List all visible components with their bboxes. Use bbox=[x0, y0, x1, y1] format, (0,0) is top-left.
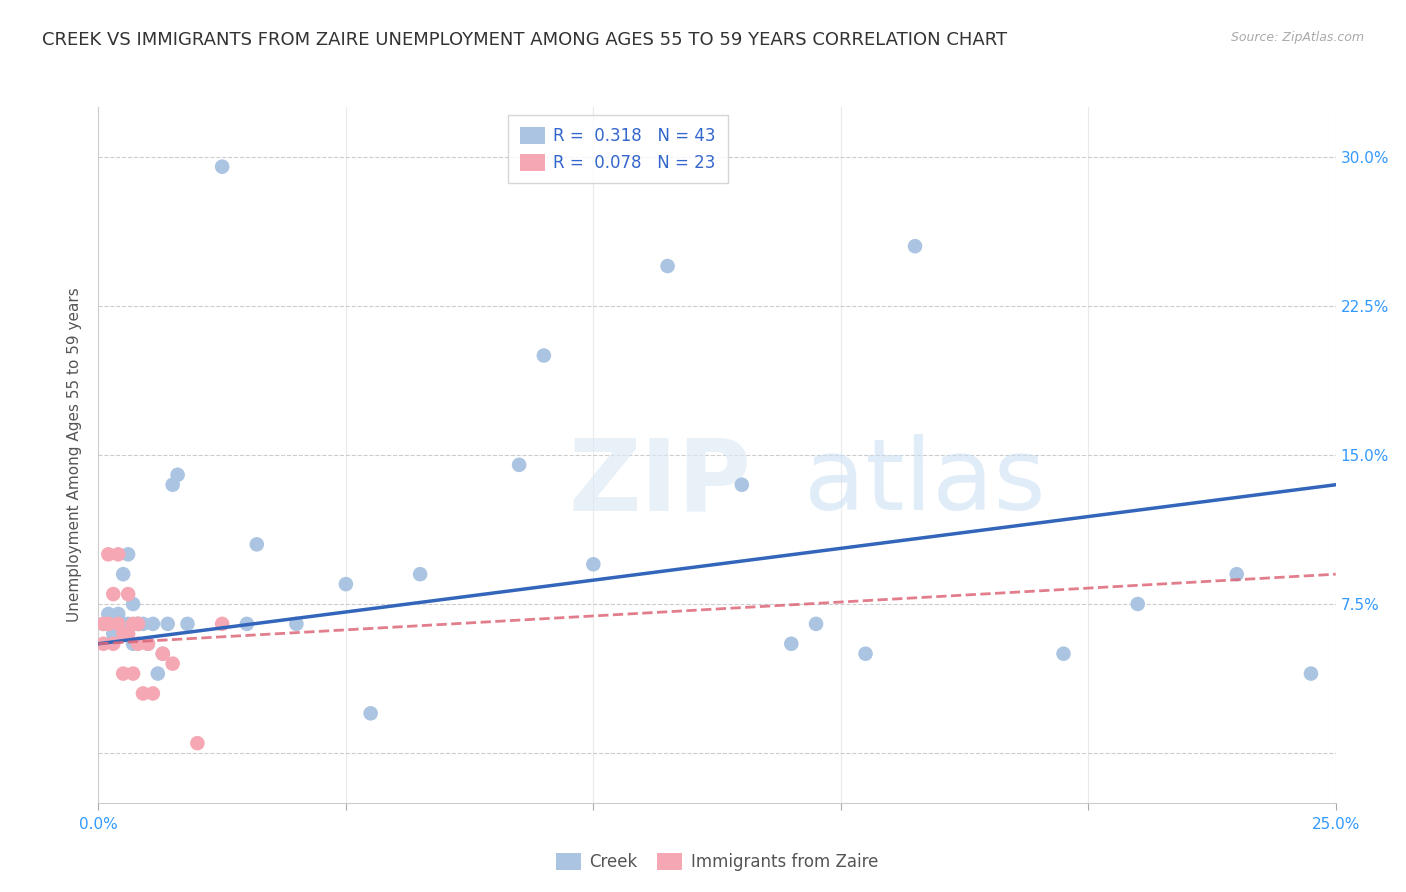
Point bbox=[122, 597, 145, 611]
Point bbox=[1126, 597, 1149, 611]
Point bbox=[93, 616, 115, 631]
Point bbox=[904, 239, 927, 253]
Point bbox=[162, 477, 184, 491]
Point bbox=[360, 706, 382, 721]
Point bbox=[112, 616, 135, 631]
Point bbox=[1052, 647, 1074, 661]
Point bbox=[285, 616, 308, 631]
Point bbox=[176, 616, 198, 631]
Point bbox=[97, 547, 120, 561]
Point bbox=[246, 537, 269, 551]
Point bbox=[107, 607, 129, 621]
Point bbox=[166, 467, 188, 482]
Point bbox=[533, 349, 555, 363]
Point bbox=[117, 627, 139, 641]
Point bbox=[122, 666, 145, 681]
Point bbox=[1299, 666, 1322, 681]
Text: Source: ZipAtlas.com: Source: ZipAtlas.com bbox=[1230, 31, 1364, 45]
Text: atlas: atlas bbox=[804, 434, 1045, 532]
Y-axis label: Unemployment Among Ages 55 to 59 years: Unemployment Among Ages 55 to 59 years bbox=[67, 287, 83, 623]
Point bbox=[731, 477, 754, 491]
Point bbox=[103, 616, 125, 631]
Point bbox=[804, 616, 827, 631]
Point bbox=[335, 577, 357, 591]
Point bbox=[112, 666, 135, 681]
Point bbox=[855, 647, 877, 661]
Point bbox=[127, 616, 149, 631]
Point bbox=[657, 259, 679, 273]
Legend: Creek, Immigrants from Zaire: Creek, Immigrants from Zaire bbox=[550, 847, 884, 878]
Point bbox=[103, 587, 125, 601]
Point bbox=[122, 637, 145, 651]
Point bbox=[93, 637, 115, 651]
Point bbox=[142, 616, 165, 631]
Point bbox=[127, 616, 149, 631]
Point bbox=[117, 616, 139, 631]
Point bbox=[186, 736, 208, 750]
Point bbox=[122, 616, 145, 631]
Point bbox=[156, 616, 179, 631]
Point bbox=[142, 686, 165, 700]
Point bbox=[508, 458, 530, 472]
Point bbox=[117, 547, 139, 561]
Point bbox=[112, 627, 135, 641]
Point bbox=[103, 627, 125, 641]
Point bbox=[236, 616, 259, 631]
Point bbox=[107, 616, 129, 631]
Text: ZIP: ZIP bbox=[568, 434, 751, 532]
Point bbox=[93, 616, 115, 631]
Point bbox=[112, 567, 135, 582]
Point bbox=[136, 637, 159, 651]
Point bbox=[1226, 567, 1249, 582]
Point bbox=[127, 616, 149, 631]
Point bbox=[132, 616, 155, 631]
Point bbox=[117, 587, 139, 601]
Point bbox=[136, 637, 159, 651]
Point bbox=[152, 647, 174, 661]
Point bbox=[152, 647, 174, 661]
Point bbox=[97, 607, 120, 621]
Point bbox=[162, 657, 184, 671]
Point bbox=[409, 567, 432, 582]
Point bbox=[780, 637, 803, 651]
Point bbox=[127, 637, 149, 651]
Point bbox=[582, 558, 605, 572]
Point bbox=[97, 616, 120, 631]
Point bbox=[146, 666, 169, 681]
Point bbox=[211, 160, 233, 174]
Point bbox=[103, 637, 125, 651]
Point bbox=[132, 686, 155, 700]
Point bbox=[211, 616, 233, 631]
Text: CREEK VS IMMIGRANTS FROM ZAIRE UNEMPLOYMENT AMONG AGES 55 TO 59 YEARS CORRELATIO: CREEK VS IMMIGRANTS FROM ZAIRE UNEMPLOYM… bbox=[42, 31, 1007, 49]
Point bbox=[107, 547, 129, 561]
Point bbox=[97, 616, 120, 631]
